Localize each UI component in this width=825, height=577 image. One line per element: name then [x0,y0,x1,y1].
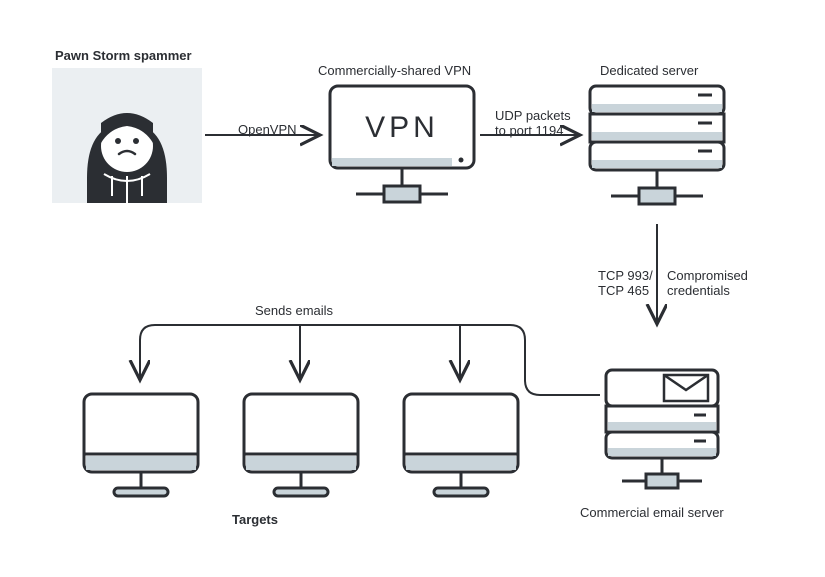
edge-tcp-right-2: credentials [667,283,730,298]
edge-udp-label-2: to port 1194 [495,123,563,138]
edge-openvpn-label: OpenVPN [238,122,297,137]
edge-tcp-left-1: TCP 993/ [598,268,653,283]
edge-sends-label: Sends emails [255,303,333,318]
edge-sends-main [140,325,600,395]
edge-tcp-left-2: TCP 465 [598,283,649,298]
edge-udp-label-1: UDP packets [495,108,571,123]
edge-tcp-right-1: Compromised [667,268,748,283]
